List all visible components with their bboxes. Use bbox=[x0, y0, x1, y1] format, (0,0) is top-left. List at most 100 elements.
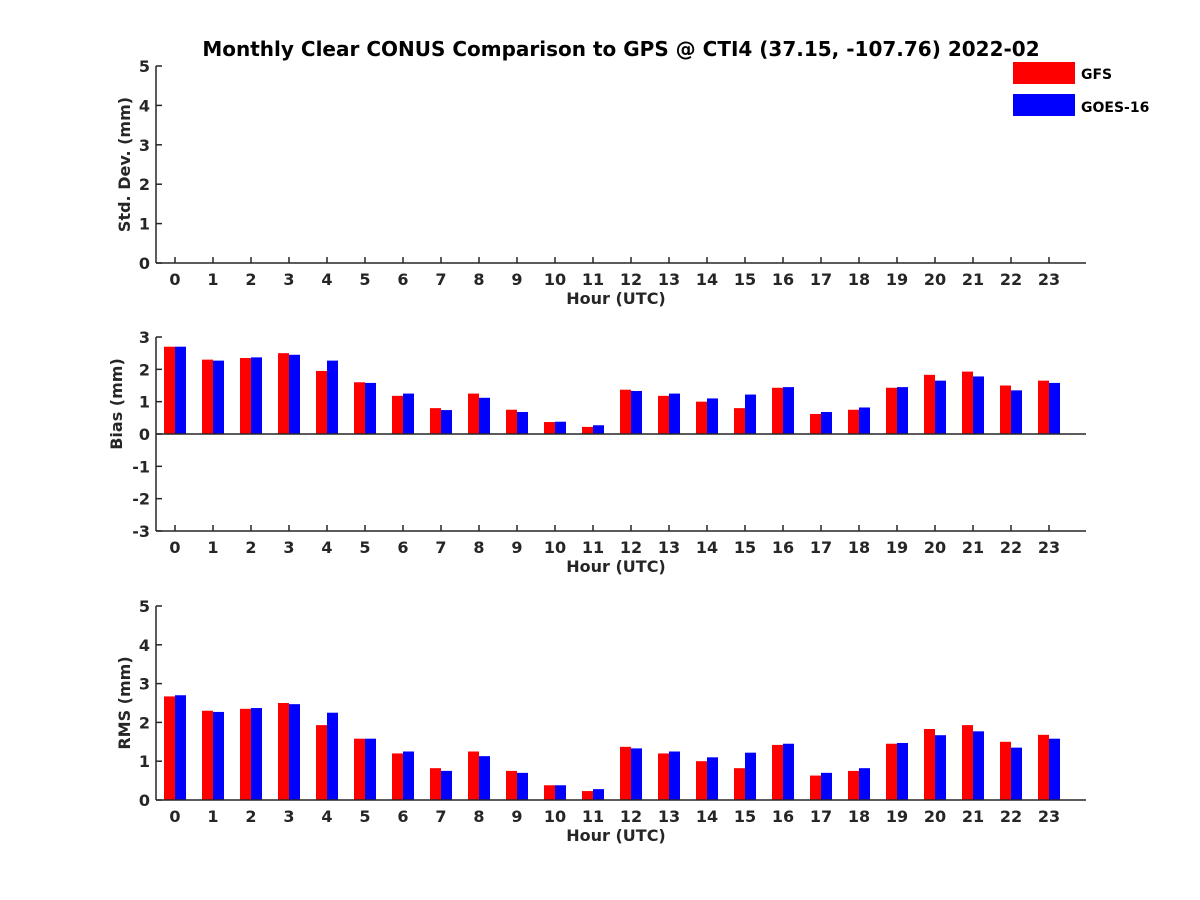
x-tick-label: 23 bbox=[1038, 270, 1060, 289]
bar-gfs-bias-h0 bbox=[164, 346, 175, 434]
x-axis-label: Hour (UTC) bbox=[566, 289, 666, 308]
bar-goes-bias-h4 bbox=[327, 360, 338, 434]
x-tick-label: 19 bbox=[886, 270, 908, 289]
x-tick-label: 13 bbox=[658, 538, 680, 557]
x-tick-label: 18 bbox=[848, 270, 870, 289]
x-tick-label: 5 bbox=[359, 807, 370, 826]
x-tick-label: 8 bbox=[473, 807, 484, 826]
x-tick-label: 16 bbox=[772, 807, 794, 826]
y-tick-label: 1 bbox=[139, 752, 150, 771]
bar-goes-bias-h22 bbox=[1011, 390, 1022, 434]
x-tick-label: 14 bbox=[696, 807, 718, 826]
bar-gfs-bias-h20 bbox=[924, 374, 935, 434]
x-tick-label: 14 bbox=[696, 538, 718, 557]
bar-goes-rms-h22 bbox=[1011, 747, 1022, 800]
y-tick-label: 3 bbox=[139, 328, 150, 347]
bar-goes-rms-h7 bbox=[441, 770, 452, 800]
x-tick-label: 5 bbox=[359, 270, 370, 289]
x-tick-label: 16 bbox=[772, 538, 794, 557]
bar-goes-bias-h9 bbox=[517, 412, 528, 434]
x-tick-label: 6 bbox=[397, 807, 408, 826]
legend-label-goes: GOES-16 bbox=[1081, 100, 1149, 116]
bar-gfs-rms-h1 bbox=[202, 710, 213, 800]
x-tick-label: 13 bbox=[658, 270, 680, 289]
x-tick-label: 22 bbox=[1000, 538, 1022, 557]
bar-goes-bias-h18 bbox=[859, 407, 870, 434]
bar-goes-rms-h11 bbox=[593, 789, 604, 800]
x-tick-label: 1 bbox=[207, 538, 218, 557]
bar-goes-bias-h21 bbox=[973, 376, 984, 434]
bar-gfs-bias-h21 bbox=[962, 371, 973, 434]
x-tick-label: 5 bbox=[359, 538, 370, 557]
y-axis-label: Std. Dev. (mm) bbox=[115, 97, 134, 232]
bar-gfs-rms-h12 bbox=[620, 746, 631, 800]
bar-gfs-bias-h16 bbox=[772, 387, 783, 434]
chart-title: Monthly Clear CONUS Comparison to GPS @ … bbox=[202, 37, 1039, 61]
bar-gfs-bias-h5 bbox=[354, 382, 365, 434]
x-tick-label: 11 bbox=[582, 538, 604, 557]
bar-goes-rms-h10 bbox=[555, 785, 566, 800]
x-tick-label: 20 bbox=[924, 807, 946, 826]
x-tick-label: 16 bbox=[772, 270, 794, 289]
x-tick-label: 20 bbox=[924, 270, 946, 289]
bar-goes-bias-h10 bbox=[555, 421, 566, 434]
bar-goes-rms-h8 bbox=[479, 756, 490, 800]
bar-goes-bias-h15 bbox=[745, 394, 756, 434]
bar-goes-rms-h14 bbox=[707, 757, 718, 800]
x-tick-label: 8 bbox=[473, 270, 484, 289]
bar-goes-rms-h0 bbox=[175, 695, 186, 800]
bar-gfs-bias-h11 bbox=[582, 426, 593, 434]
bar-gfs-bias-h23 bbox=[1038, 380, 1049, 434]
x-tick-label: 19 bbox=[886, 538, 908, 557]
y-tick-label: 4 bbox=[139, 96, 150, 115]
x-tick-label: 15 bbox=[734, 807, 756, 826]
y-axis-label: RMS (mm) bbox=[115, 656, 134, 749]
y-tick-label: 0 bbox=[139, 791, 150, 810]
x-tick-label: 4 bbox=[321, 807, 332, 826]
bar-gfs-rms-h21 bbox=[962, 725, 973, 800]
y-tick-label: 5 bbox=[139, 57, 150, 76]
bar-gfs-rms-h16 bbox=[772, 744, 783, 800]
x-tick-label: 0 bbox=[169, 807, 180, 826]
x-tick-label: 2 bbox=[245, 538, 256, 557]
bar-gfs-rms-h0 bbox=[164, 696, 175, 800]
x-tick-label: 18 bbox=[848, 538, 870, 557]
x-tick-label: 11 bbox=[582, 270, 604, 289]
x-tick-label: 7 bbox=[435, 538, 446, 557]
y-tick-label: 0 bbox=[139, 254, 150, 273]
x-tick-label: 17 bbox=[810, 270, 832, 289]
y-tick-label: 1 bbox=[139, 215, 150, 234]
bar-gfs-bias-h17 bbox=[810, 413, 821, 434]
y-tick-label: 3 bbox=[139, 675, 150, 694]
x-tick-label: 1 bbox=[207, 807, 218, 826]
bar-gfs-bias-h12 bbox=[620, 389, 631, 434]
x-tick-label: 23 bbox=[1038, 807, 1060, 826]
x-axis-label: Hour (UTC) bbox=[566, 557, 666, 576]
x-tick-label: 21 bbox=[962, 270, 984, 289]
x-tick-label: 10 bbox=[544, 807, 566, 826]
x-tick-label: 9 bbox=[511, 270, 522, 289]
bar-goes-bias-h17 bbox=[821, 412, 832, 434]
x-tick-label: 12 bbox=[620, 270, 642, 289]
x-tick-label: 12 bbox=[620, 807, 642, 826]
bar-gfs-bias-h6 bbox=[392, 395, 403, 434]
bar-goes-bias-h19 bbox=[897, 387, 908, 434]
bar-goes-bias-h23 bbox=[1049, 382, 1060, 434]
bar-goes-bias-h14 bbox=[707, 398, 718, 434]
x-tick-label: 4 bbox=[321, 538, 332, 557]
x-tick-label: 15 bbox=[734, 270, 756, 289]
bar-gfs-bias-h9 bbox=[506, 409, 517, 434]
x-tick-label: 23 bbox=[1038, 538, 1060, 557]
bar-gfs-bias-h15 bbox=[734, 408, 745, 434]
bar-goes-bias-h16 bbox=[783, 387, 794, 434]
y-tick-label: 3 bbox=[139, 136, 150, 155]
x-tick-label: 1 bbox=[207, 270, 218, 289]
bar-goes-rms-h6 bbox=[403, 751, 414, 800]
bar-goes-rms-h1 bbox=[213, 711, 224, 800]
x-tick-label: 0 bbox=[169, 538, 180, 557]
x-tick-label: 22 bbox=[1000, 807, 1022, 826]
